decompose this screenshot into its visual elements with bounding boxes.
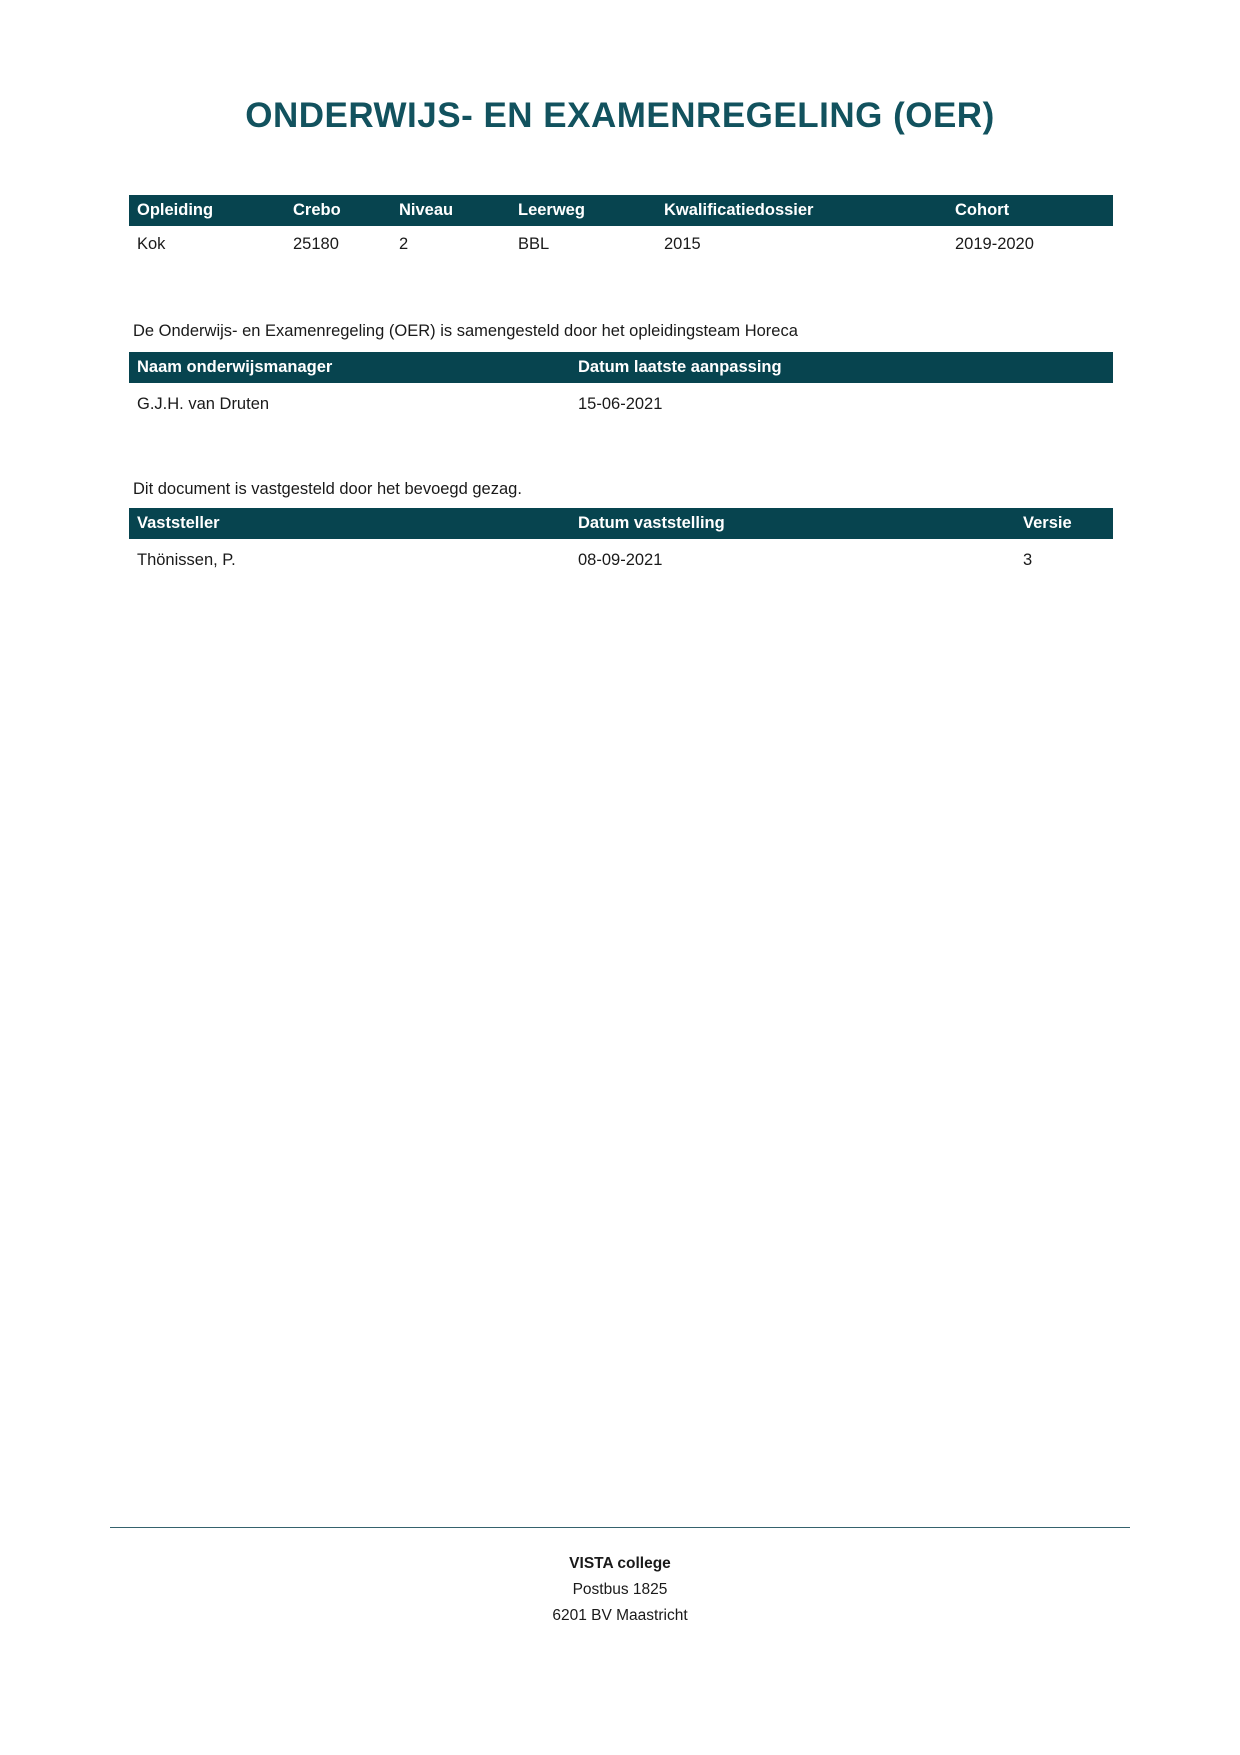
approval-table: Vaststeller Datum vaststelling Versie Th… (129, 508, 1113, 570)
program-table-header-row: Opleiding Crebo Niveau Leerweg Kwalifica… (129, 195, 1113, 226)
footer: VISTA college Postbus 1825 6201 BV Maast… (0, 1551, 1240, 1629)
footer-org-name: VISTA college (569, 1555, 671, 1572)
column-header-leerweg: Leerweg (518, 201, 585, 219)
program-table-row: Kok 25180 2 BBL 2015 2019-2020 (129, 226, 1113, 254)
cell-cohort: 2019-2020 (955, 235, 1034, 253)
page-title: ONDERWIJS- EN EXAMENREGELING (OER) (245, 96, 995, 135)
cell-datum-vaststelling: 08-09-2021 (578, 551, 663, 569)
approval-intro: Dit document is vastgesteld door het bev… (133, 480, 522, 498)
cell-kwalificatiedossier: 2015 (664, 235, 701, 253)
cell-niveau: 2 (399, 235, 409, 253)
approval-table-row: Thönissen, P. 08-09-2021 3 (129, 539, 1113, 570)
column-header-naam-onderwijsmanager: Naam onderwijsmanager (137, 358, 333, 376)
program-table: Opleiding Crebo Niveau Leerweg Kwalifica… (129, 195, 1113, 254)
column-header-crebo: Crebo (293, 201, 341, 219)
composition-table-header-row: Naam onderwijsmanager Datum laatste aanp… (129, 352, 1113, 383)
cell-versie: 3 (1023, 551, 1033, 569)
cell-leerweg: BBL (518, 235, 550, 253)
cell-opleiding: Kok (137, 235, 166, 253)
column-header-kwalificatiedossier: Kwalificatiedossier (664, 201, 814, 219)
composition-table: Naam onderwijsmanager Datum laatste aanp… (129, 352, 1113, 414)
footer-address-line2: 6201 BV Maastricht (552, 1607, 688, 1624)
cell-vaststeller: Thönissen, P. (137, 551, 236, 569)
composition-intro: De Onderwijs- en Examenregeling (OER) is… (133, 322, 798, 340)
column-header-opleiding: Opleiding (137, 201, 214, 219)
column-header-niveau: Niveau (399, 201, 454, 219)
footer-divider (110, 1527, 1130, 1528)
composition-table-row: G.J.H. van Druten 15-06-2021 (129, 383, 1113, 414)
footer-address-line1: Postbus 1825 (572, 1581, 668, 1598)
column-header-datum-vaststelling: Datum vaststelling (578, 514, 725, 532)
cell-datum-laatste-aanpassing: 15-06-2021 (578, 395, 663, 413)
cell-naam-onderwijsmanager: G.J.H. van Druten (137, 395, 270, 413)
column-header-vaststeller: Vaststeller (137, 514, 220, 532)
approval-table-header-row: Vaststeller Datum vaststelling Versie (129, 508, 1113, 539)
column-header-versie: Versie (1023, 514, 1072, 532)
column-header-cohort: Cohort (955, 201, 1010, 219)
cell-crebo: 25180 (293, 235, 339, 253)
column-header-datum-laatste-aanpassing: Datum laatste aanpassing (578, 358, 782, 376)
